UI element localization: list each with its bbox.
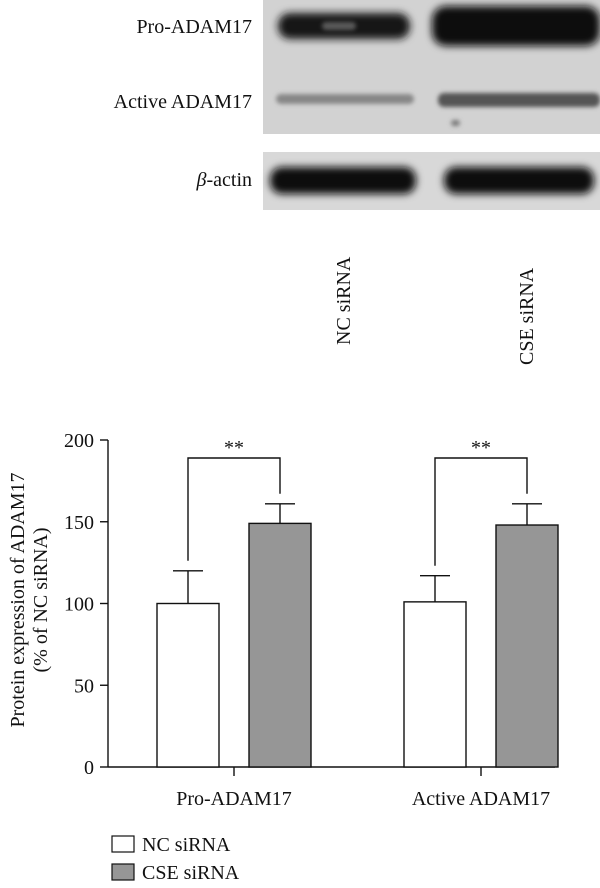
- band-pro-cse: [432, 6, 600, 46]
- bars: [156, 522, 559, 768]
- significance-bracket: [187, 457, 281, 561]
- bar: [156, 602, 220, 768]
- error-bars: [173, 503, 542, 604]
- bar: [495, 524, 559, 768]
- band-active-cse: [438, 93, 600, 107]
- legend-swatch: [111, 863, 135, 881]
- blot-label-pro-adam17: Pro-ADAM17: [136, 16, 252, 38]
- x-tick-label: Active ADAM17: [412, 788, 550, 810]
- significance-bracket: [434, 457, 528, 566]
- blot-label-active-adam17: Active ADAM17: [114, 91, 252, 113]
- lane-label-nc: NC siRNA: [333, 256, 355, 345]
- band-actin-cse: [444, 167, 594, 194]
- blot-label-actin: β-actin: [196, 169, 253, 191]
- significance-label: **: [224, 437, 244, 459]
- legend-label: CSE siRNA: [142, 862, 240, 884]
- y-axis-title-line1: Protein expression of ADAM17: [7, 473, 29, 728]
- band-active-nc: [276, 94, 414, 104]
- y-tick-label: 100: [64, 594, 94, 616]
- significance-brackets: ** **: [187, 437, 528, 566]
- legend: NC siRNA CSE siRNA: [111, 834, 240, 884]
- bar: [248, 522, 312, 768]
- y-axis-title-line2: (% of NC siRNA): [30, 528, 52, 673]
- band-pro-nc-notch: [322, 22, 356, 30]
- actin-suffix: -actin: [206, 169, 252, 191]
- lane-label-cse: CSE siRNA: [516, 267, 538, 365]
- y-tick-label: 50: [74, 675, 94, 697]
- bar: [403, 601, 467, 768]
- legend-label: NC siRNA: [142, 834, 231, 856]
- y-tick-label: 0: [84, 757, 94, 779]
- x-ticks: Pro-ADAM17 Active ADAM17: [176, 767, 550, 810]
- actin-beta-glyph: β: [196, 169, 207, 191]
- significance-label: **: [471, 437, 491, 459]
- y-tick-label: 150: [64, 512, 94, 534]
- y-ticks: 0 50 100 150 200: [64, 430, 108, 779]
- blot-speck: [451, 120, 460, 126]
- western-blot: Pro-ADAM17 Active ADAM17 β-actin NC siRN…: [114, 0, 600, 365]
- band-actin-nc: [270, 167, 416, 194]
- legend-swatch: [111, 835, 135, 853]
- x-tick-label: Pro-ADAM17: [176, 788, 292, 810]
- y-axis-title: Protein expression of ADAM17 (% of NC si…: [7, 473, 52, 728]
- y-tick-label: 200: [64, 430, 94, 452]
